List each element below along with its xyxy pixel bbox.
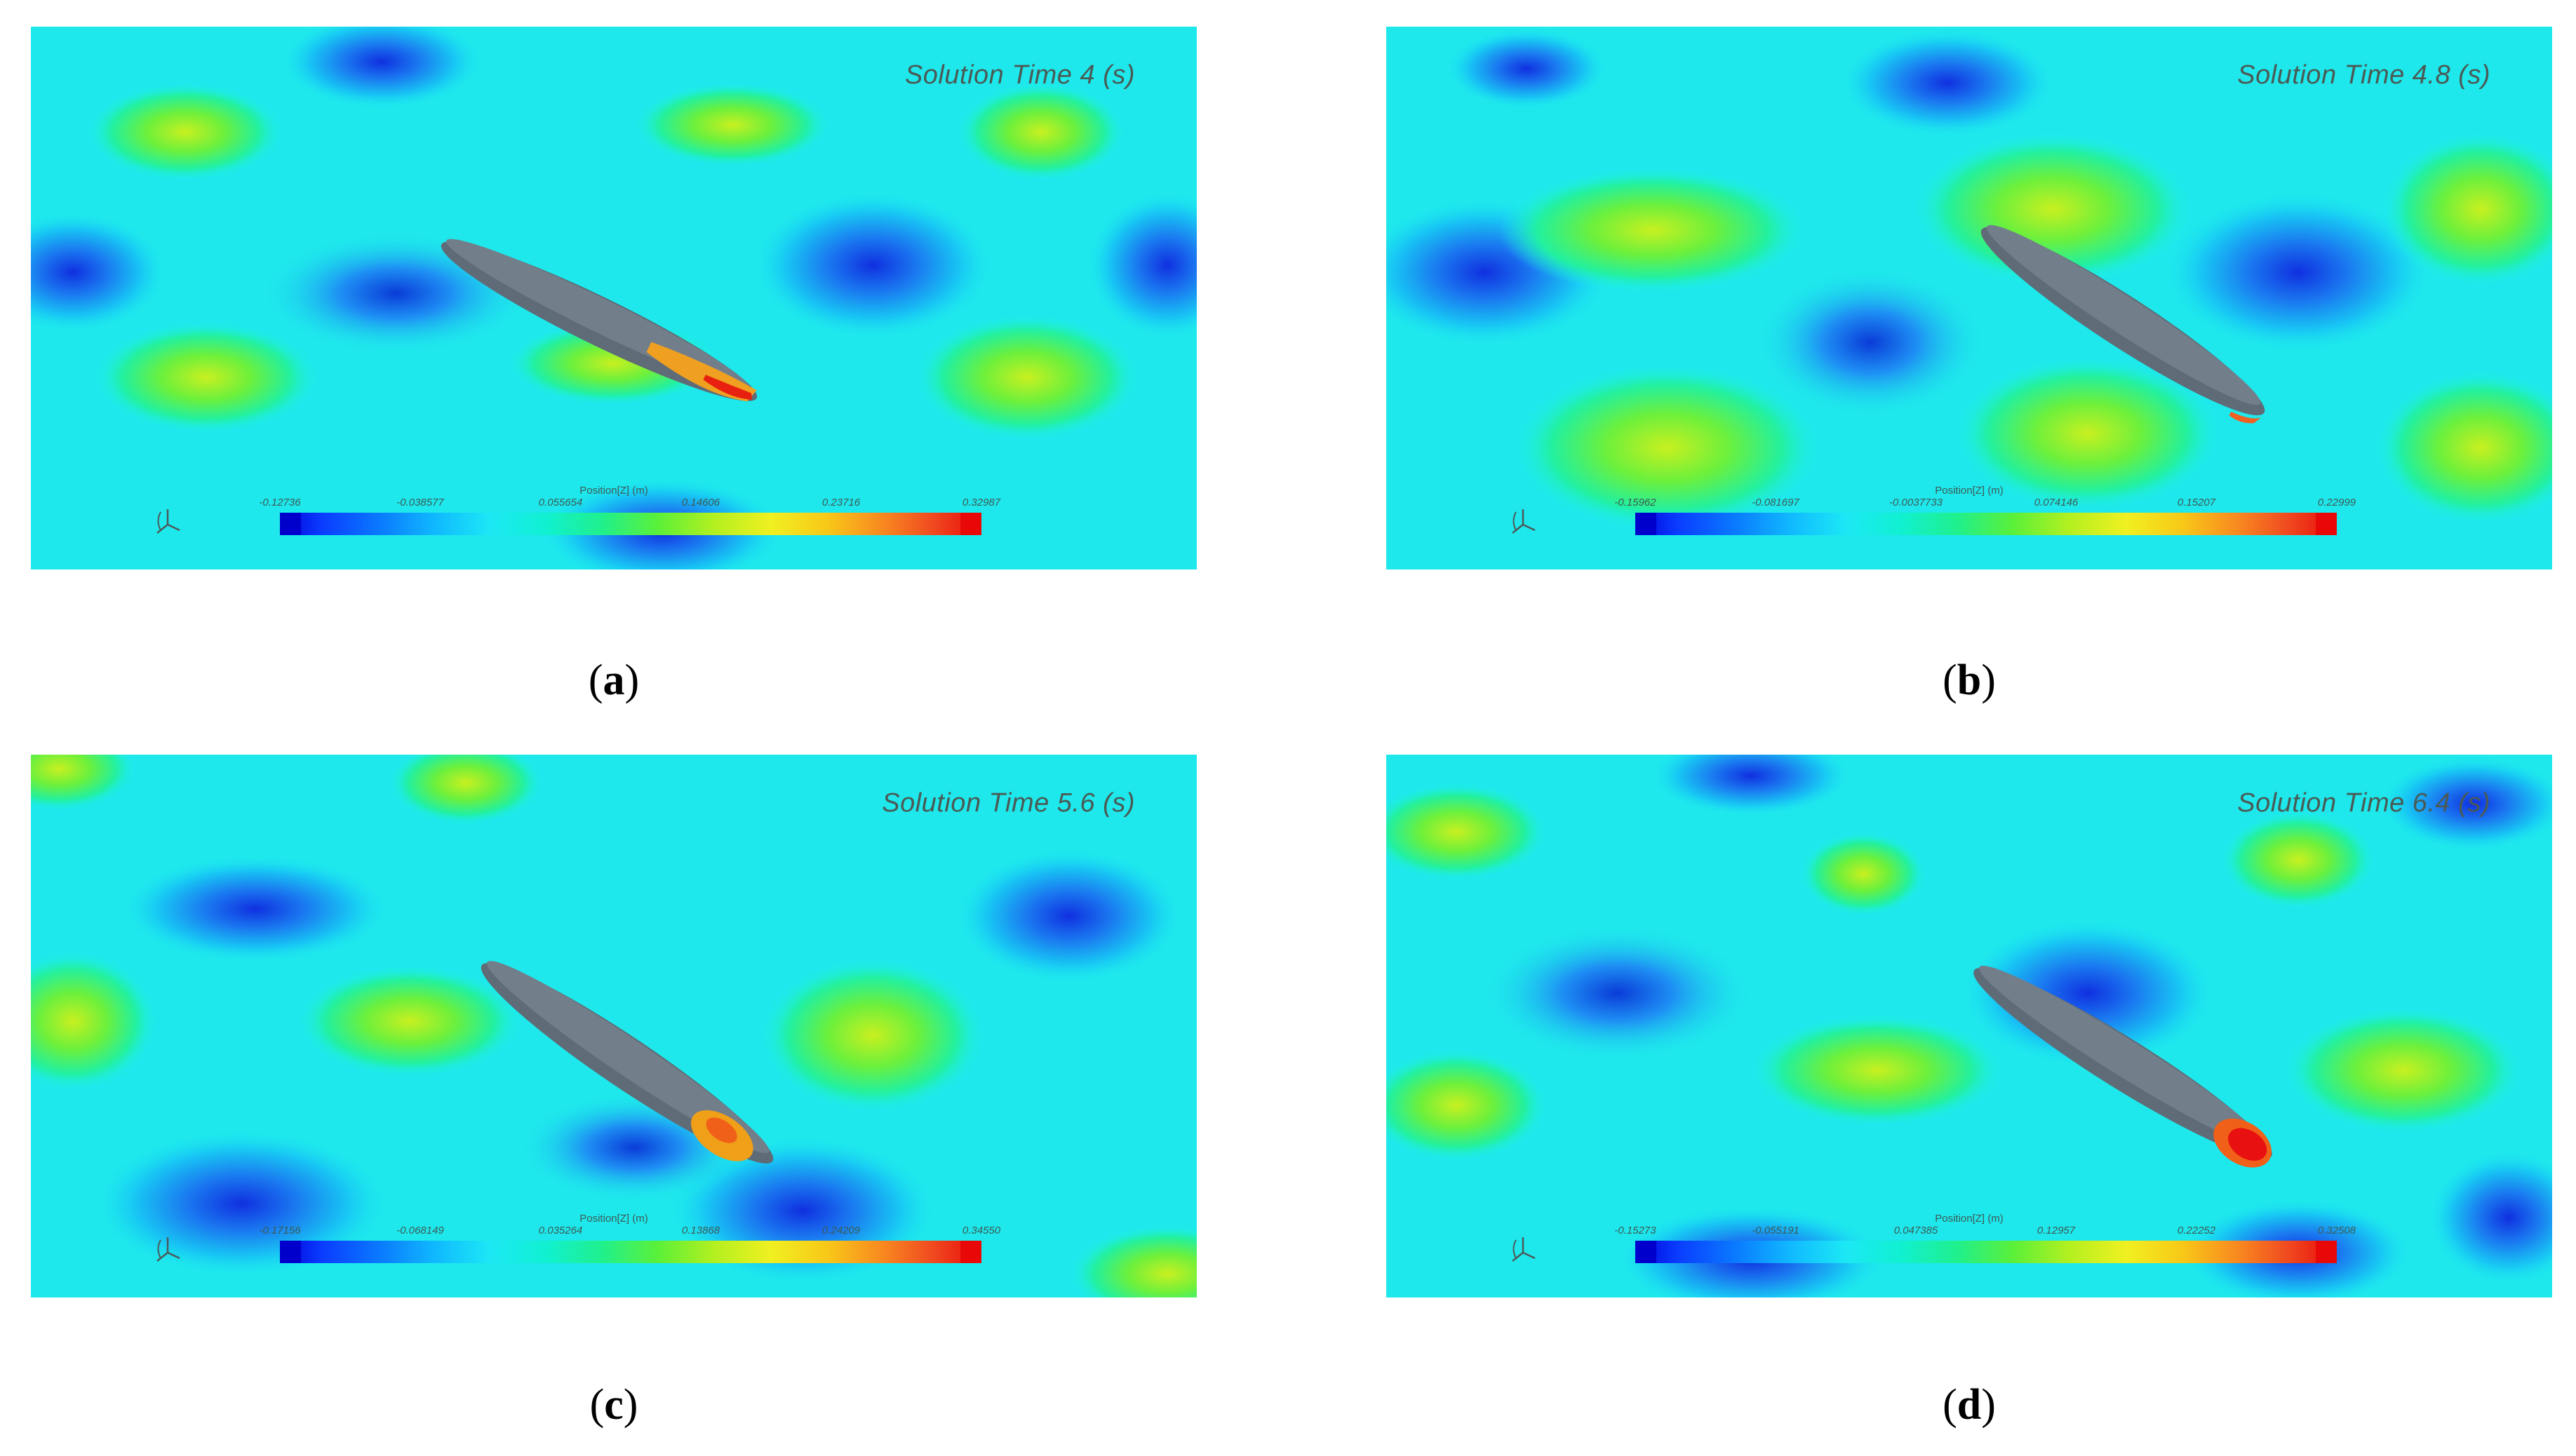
caption-letter: d <box>1957 1381 1982 1429</box>
colorbar-tick: -0.055191 <box>1752 1225 1799 1236</box>
caption-c: (c) <box>589 1381 638 1429</box>
colorbar-tick: 0.32987 <box>962 497 1001 508</box>
caption-a: (a) <box>588 656 640 704</box>
colorbar-title: Position[Z] (m) <box>1935 485 2004 497</box>
caption-letter: b <box>1957 656 1982 704</box>
colorbar-tick: -0.15962 <box>1614 497 1656 508</box>
colorbar <box>1635 513 2337 535</box>
colorbar-tick: 0.34550 <box>962 1225 1001 1236</box>
wave-field <box>1386 27 2552 569</box>
wave-field <box>31 27 1197 569</box>
colorbar-tick: -0.081697 <box>1752 497 1799 508</box>
ship-hull <box>1973 965 2272 1168</box>
caption-b: (b) <box>1943 656 1996 704</box>
colorbar-tick: 0.14606 <box>681 497 720 508</box>
ship-hull <box>1980 224 2265 424</box>
colorbar-tick: -0.17156 <box>259 1225 301 1236</box>
colorbar-ticks: -0.15962 -0.081697 -0.0037733 0.074146 0… <box>1614 497 2356 511</box>
axis-triad-icon <box>1512 509 1536 534</box>
colorbar-title: Position[Z] (m) <box>579 1213 648 1225</box>
colorbar-tick: -0.068149 <box>396 1225 444 1236</box>
solution-time-label: Solution Time 4 (s) <box>904 60 1135 90</box>
colorbar-tick: 0.035264 <box>538 1225 583 1236</box>
caption-letter: a <box>603 656 625 704</box>
colorbar <box>280 1241 981 1263</box>
colorbar <box>1635 1241 2337 1263</box>
panel-d: Solution Time 6.4 (s) Position[Z] (m) -0… <box>1386 755 2552 1297</box>
colorbar-tick: -0.12736 <box>259 497 301 508</box>
caption-d: (d) <box>1943 1381 1996 1429</box>
ship-hull <box>441 238 758 402</box>
colorbar-tick: 0.32508 <box>2317 1225 2356 1236</box>
colorbar-tick: 0.24209 <box>821 1225 861 1236</box>
colorbar-tick: 0.13868 <box>681 1225 720 1236</box>
solution-time-label: Solution Time 5.6 (s) <box>882 788 1135 818</box>
axis-triad-icon <box>156 1237 180 1262</box>
colorbar-tick: 0.22252 <box>2177 1225 2216 1236</box>
caption-letter: c <box>604 1381 624 1429</box>
colorbar-tick: -0.15273 <box>1614 1225 1656 1236</box>
colorbar-tick: -0.0037733 <box>1889 497 1943 508</box>
colorbar-ticks: -0.17156 -0.068149 0.035264 0.13868 0.24… <box>259 1225 1000 1239</box>
ship-hull <box>481 961 774 1164</box>
colorbar-title: Position[Z] (m) <box>579 485 648 497</box>
colorbar-ticks: -0.12736 -0.038577 0.055654 0.14606 0.23… <box>259 497 1000 511</box>
colorbar-tick: 0.12957 <box>2037 1225 2076 1236</box>
colorbar-tick: 0.22999 <box>2317 497 2356 508</box>
colorbar-ticks: -0.15273 -0.055191 0.047385 0.12957 0.22… <box>1614 1225 2356 1239</box>
panel-b: Solution Time 4.8 (s) Position[Z] (m) -0… <box>1386 27 2552 569</box>
wave-field <box>31 755 1197 1297</box>
axis-triad-icon <box>156 509 180 534</box>
colorbar-tick: 0.047385 <box>1893 1225 1938 1236</box>
colorbar-tick: 0.23716 <box>821 497 861 508</box>
colorbar-tick: 0.055654 <box>538 497 583 508</box>
axis-triad-icon <box>1512 1237 1536 1262</box>
panel-a: Solution Time 4 (s) Position[Z] (m) -0.1… <box>31 27 1197 569</box>
wave-field <box>1386 755 2552 1297</box>
solution-time-label: Solution Time 6.4 (s) <box>2237 788 2490 818</box>
colorbar-tick: -0.038577 <box>396 497 444 508</box>
solution-time-label: Solution Time 4.8 (s) <box>2237 60 2490 90</box>
colorbar <box>280 513 981 535</box>
panel-c: Solution Time 5.6 (s) Position[Z] (m) -0… <box>31 755 1197 1297</box>
colorbar-tick: 0.15207 <box>2177 497 2216 508</box>
colorbar-title: Position[Z] (m) <box>1935 1213 2004 1225</box>
colorbar-tick: 0.074146 <box>2034 497 2079 508</box>
